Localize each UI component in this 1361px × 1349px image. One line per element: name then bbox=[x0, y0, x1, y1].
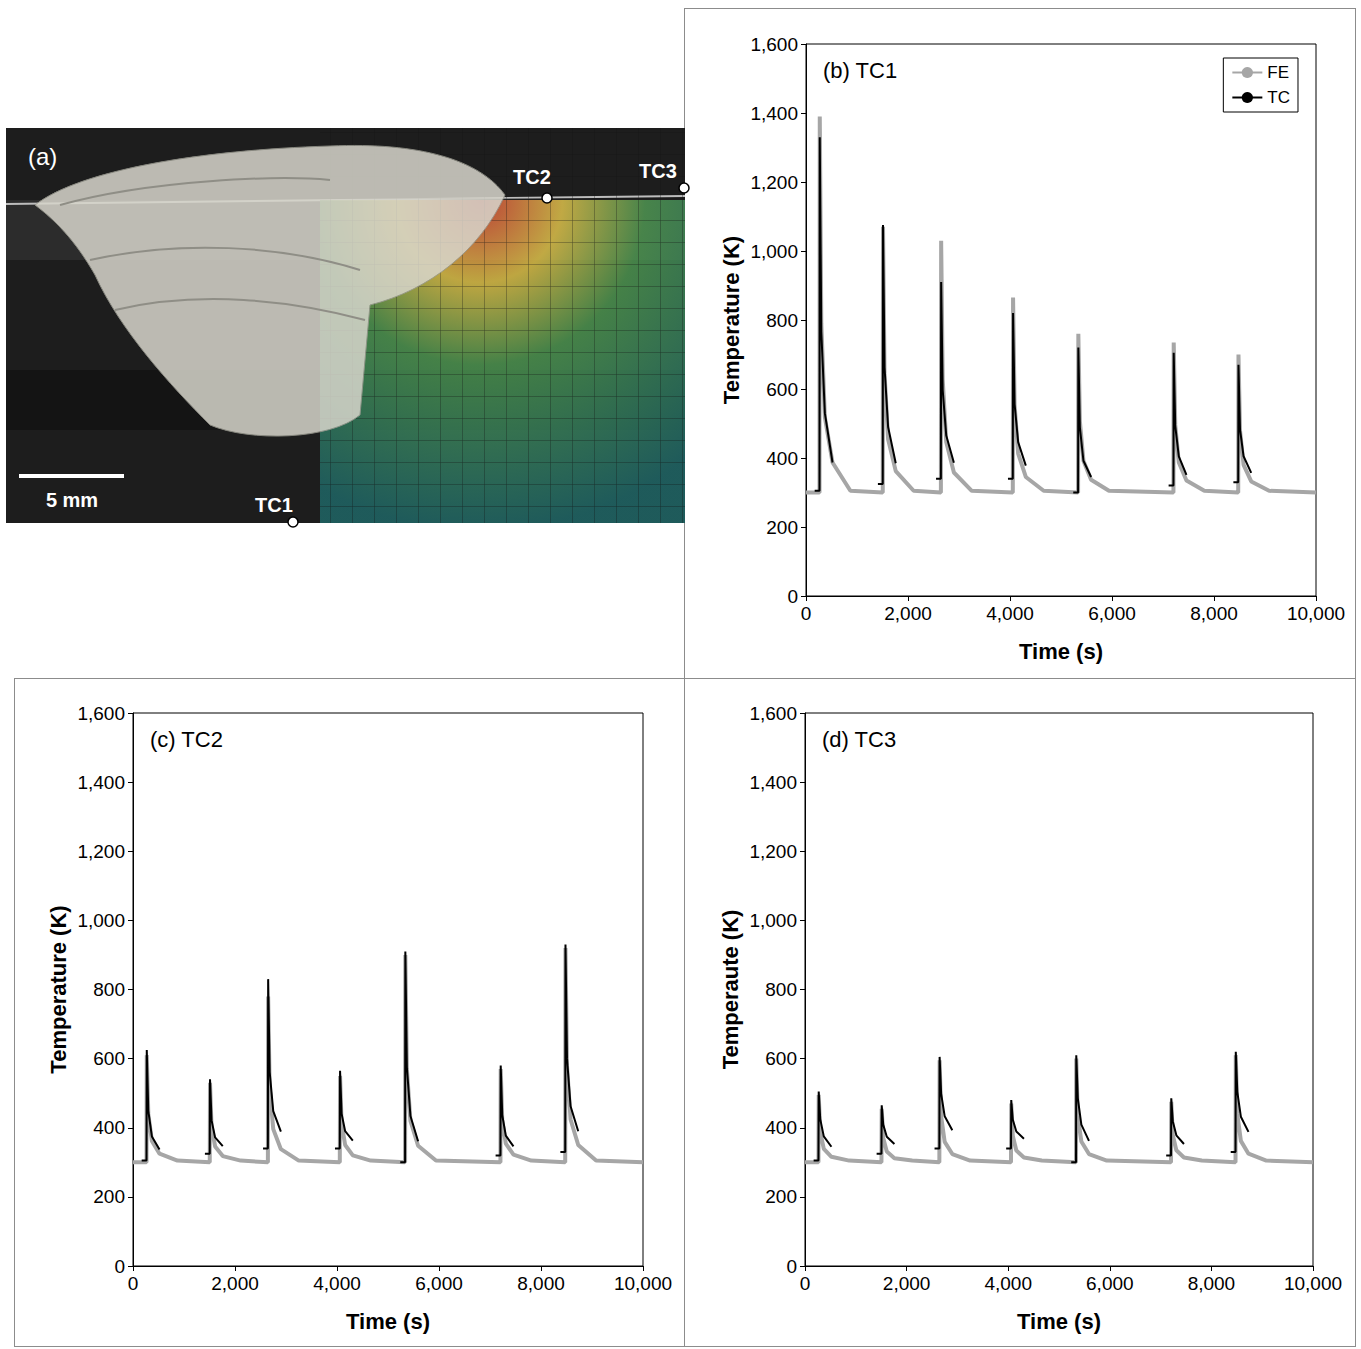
svg-text:Time (s): Time (s) bbox=[1019, 639, 1103, 664]
svg-text:0: 0 bbox=[800, 1273, 811, 1294]
svg-text:1,000: 1,000 bbox=[750, 241, 798, 262]
svg-text:(d) TC3: (d) TC3 bbox=[822, 727, 896, 752]
svg-text:0: 0 bbox=[801, 603, 812, 624]
svg-text:2,000: 2,000 bbox=[211, 1273, 259, 1294]
svg-text:10,000: 10,000 bbox=[614, 1273, 672, 1294]
svg-text:1,200: 1,200 bbox=[77, 841, 125, 862]
svg-text:400: 400 bbox=[93, 1117, 125, 1138]
svg-text:400: 400 bbox=[765, 1117, 797, 1138]
svg-text:4,000: 4,000 bbox=[984, 1273, 1032, 1294]
svg-text:4,000: 4,000 bbox=[313, 1273, 361, 1294]
svg-text:1,000: 1,000 bbox=[749, 910, 797, 931]
svg-text:1,400: 1,400 bbox=[77, 772, 125, 793]
svg-text:TC1: TC1 bbox=[255, 494, 293, 516]
svg-text:1,200: 1,200 bbox=[750, 172, 798, 193]
svg-text:8,000: 8,000 bbox=[517, 1273, 565, 1294]
svg-text:600: 600 bbox=[766, 379, 798, 400]
svg-text:6,000: 6,000 bbox=[1086, 1273, 1134, 1294]
svg-text:6,000: 6,000 bbox=[415, 1273, 463, 1294]
svg-text:600: 600 bbox=[765, 1048, 797, 1069]
svg-text:(c) TC2: (c) TC2 bbox=[150, 727, 223, 752]
svg-text:800: 800 bbox=[765, 979, 797, 1000]
svg-text:200: 200 bbox=[93, 1186, 125, 1207]
svg-text:0: 0 bbox=[128, 1273, 139, 1294]
svg-text:1,200: 1,200 bbox=[749, 841, 797, 862]
svg-text:1,400: 1,400 bbox=[749, 772, 797, 793]
svg-text:800: 800 bbox=[93, 979, 125, 1000]
svg-text:600: 600 bbox=[93, 1048, 125, 1069]
svg-text:Time (s): Time (s) bbox=[1017, 1309, 1101, 1334]
svg-text:FE: FE bbox=[1267, 63, 1289, 82]
svg-text:200: 200 bbox=[765, 1186, 797, 1207]
svg-text:TC2: TC2 bbox=[513, 166, 551, 188]
svg-text:1,400: 1,400 bbox=[750, 103, 798, 124]
svg-text:2,000: 2,000 bbox=[884, 603, 932, 624]
svg-text:800: 800 bbox=[766, 310, 798, 331]
svg-text:Temperaute (K): Temperaute (K) bbox=[718, 910, 743, 1070]
svg-text:4,000: 4,000 bbox=[986, 603, 1034, 624]
svg-text:1,600: 1,600 bbox=[749, 703, 797, 724]
svg-text:Temperature (K): Temperature (K) bbox=[46, 905, 71, 1073]
svg-text:0: 0 bbox=[787, 586, 798, 607]
svg-text:200: 200 bbox=[766, 517, 798, 538]
svg-text:2,000: 2,000 bbox=[883, 1273, 931, 1294]
svg-text:400: 400 bbox=[766, 448, 798, 469]
svg-text:6,000: 6,000 bbox=[1088, 603, 1136, 624]
svg-text:Time (s): Time (s) bbox=[346, 1309, 430, 1334]
svg-text:Temperature (K): Temperature (K) bbox=[719, 236, 744, 404]
svg-text:TC: TC bbox=[1267, 88, 1290, 107]
svg-text:1,600: 1,600 bbox=[77, 703, 125, 724]
svg-text:10,000: 10,000 bbox=[1287, 603, 1345, 624]
svg-text:1,600: 1,600 bbox=[750, 34, 798, 55]
svg-text:(a): (a) bbox=[28, 143, 57, 170]
svg-text:0: 0 bbox=[786, 1256, 797, 1277]
svg-text:10,000: 10,000 bbox=[1284, 1273, 1342, 1294]
svg-text:(b) TC1: (b) TC1 bbox=[823, 58, 897, 83]
svg-text:5 mm: 5 mm bbox=[46, 489, 98, 511]
svg-text:1,000: 1,000 bbox=[77, 910, 125, 931]
svg-text:TC3: TC3 bbox=[639, 160, 677, 182]
svg-text:8,000: 8,000 bbox=[1188, 1273, 1236, 1294]
svg-text:8,000: 8,000 bbox=[1190, 603, 1238, 624]
svg-text:0: 0 bbox=[114, 1256, 125, 1277]
